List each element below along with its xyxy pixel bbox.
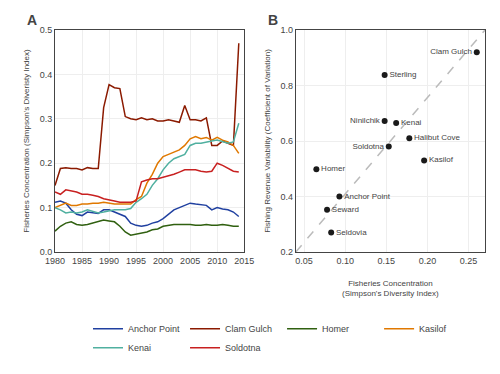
- svg-text:Halibut Cove: Halibut Cove: [414, 133, 460, 142]
- svg-text:Anchor Point: Anchor Point: [128, 324, 180, 334]
- svg-text:0.5: 0.5: [40, 25, 53, 35]
- svg-text:0.8: 0.8: [280, 81, 293, 91]
- svg-text:Clam Gulch: Clam Gulch: [225, 324, 272, 334]
- svg-text:Kasilof: Kasilof: [419, 324, 447, 334]
- svg-text:Kenai: Kenai: [401, 118, 422, 127]
- svg-text:Seward: Seward: [332, 205, 359, 214]
- svg-text:0.4: 0.4: [280, 192, 293, 202]
- svg-text:Clam Gulch: Clam Gulch: [430, 47, 472, 56]
- svg-text:Kenai: Kenai: [128, 343, 151, 353]
- svg-text:0.2: 0.2: [40, 158, 53, 168]
- svg-text:1.0: 1.0: [280, 25, 293, 35]
- svg-text:Fishing Revenue Variability (C: Fishing Revenue Variability (Coefficient…: [263, 49, 272, 233]
- svg-text:Ninilchik: Ninilchik: [350, 116, 381, 125]
- svg-text:0.25: 0.25: [460, 256, 478, 266]
- svg-text:2000: 2000: [153, 256, 173, 266]
- svg-text:0.1: 0.1: [40, 203, 53, 213]
- svg-text:2005: 2005: [180, 256, 200, 266]
- svg-text:Kasilof: Kasilof: [429, 155, 454, 164]
- svg-text:B: B: [268, 12, 278, 28]
- svg-text:0.3: 0.3: [40, 114, 53, 124]
- svg-text:Soldotna: Soldotna: [352, 142, 384, 151]
- svg-text:Homer: Homer: [322, 324, 349, 334]
- svg-text:1980: 1980: [45, 256, 65, 266]
- svg-text:Fisheries Concentration(Simpso: Fisheries Concentration(Simpson's Divers…: [342, 279, 439, 298]
- svg-text:1995: 1995: [126, 256, 146, 266]
- svg-text:2015: 2015: [234, 256, 254, 266]
- svg-text:Anchor Point: Anchor Point: [344, 192, 391, 201]
- svg-text:Homer: Homer: [321, 164, 345, 173]
- svg-text:0.0: 0.0: [40, 247, 53, 257]
- svg-text:0.4: 0.4: [40, 70, 53, 80]
- svg-text:Sterling: Sterling: [389, 70, 416, 79]
- svg-text:2010: 2010: [207, 256, 227, 266]
- svg-text:Seldovia: Seldovia: [336, 228, 367, 237]
- svg-text:1985: 1985: [72, 256, 92, 266]
- svg-text:A: A: [27, 12, 37, 28]
- svg-text:0.10: 0.10: [336, 256, 354, 266]
- svg-text:0.05: 0.05: [295, 256, 313, 266]
- svg-text:0.6: 0.6: [280, 136, 293, 146]
- svg-text:1990: 1990: [99, 256, 119, 266]
- svg-text:0.20: 0.20: [419, 256, 437, 266]
- svg-text:0.2: 0.2: [280, 247, 293, 257]
- svg-text:Fisheries Concentration (Simps: Fisheries Concentration (Simpson's Diver…: [22, 49, 31, 233]
- svg-text:Soldotna: Soldotna: [225, 343, 261, 353]
- svg-text:0.15: 0.15: [378, 256, 396, 266]
